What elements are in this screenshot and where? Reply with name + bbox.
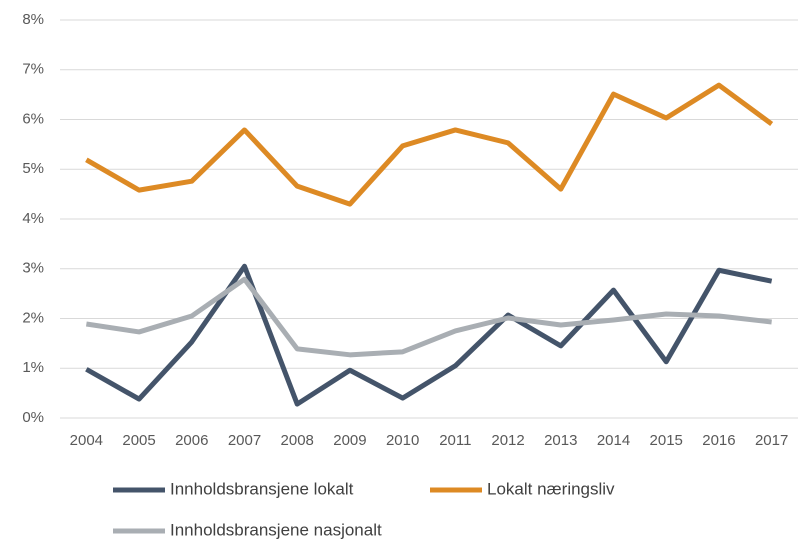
x-tick-label: 2007 [228,432,261,449]
x-tick-label: 2004 [70,432,103,449]
x-tick-label: 2009 [333,432,366,449]
series-line [85,276,772,358]
x-tick-label: 2016 [702,432,735,449]
y-tick-label: 3% [22,260,44,277]
y-tick-label: 8% [22,11,44,28]
y-tick-label: 4% [22,210,44,227]
y-tick-label: 2% [22,309,44,326]
x-tick-label: 2017 [755,432,788,449]
x-tick-label: 2014 [597,432,630,449]
legend-label: Innholdsbransjene lokalt [170,479,354,498]
series-line [85,82,774,207]
x-tick-label: 2006 [175,432,208,449]
y-tick-label: 0% [22,409,44,426]
series-line [85,263,773,407]
legend-label: Innholdsbransjene nasjonalt [170,520,382,539]
x-tick-label: 2013 [544,432,577,449]
y-tick-label: 5% [22,160,44,177]
x-tick-label: 2012 [491,432,524,449]
x-tick-label: 2008 [281,432,314,449]
y-tick-label: 1% [22,359,44,376]
x-tick-label: 2015 [650,432,683,449]
y-tick-label: 6% [22,110,44,127]
x-tick-label: 2010 [386,432,419,449]
legend-label: Lokalt næringsliv [487,479,615,498]
x-tick-label: 2005 [122,432,155,449]
y-tick-label: 7% [22,61,44,78]
x-tick-label: 2011 [439,432,471,449]
